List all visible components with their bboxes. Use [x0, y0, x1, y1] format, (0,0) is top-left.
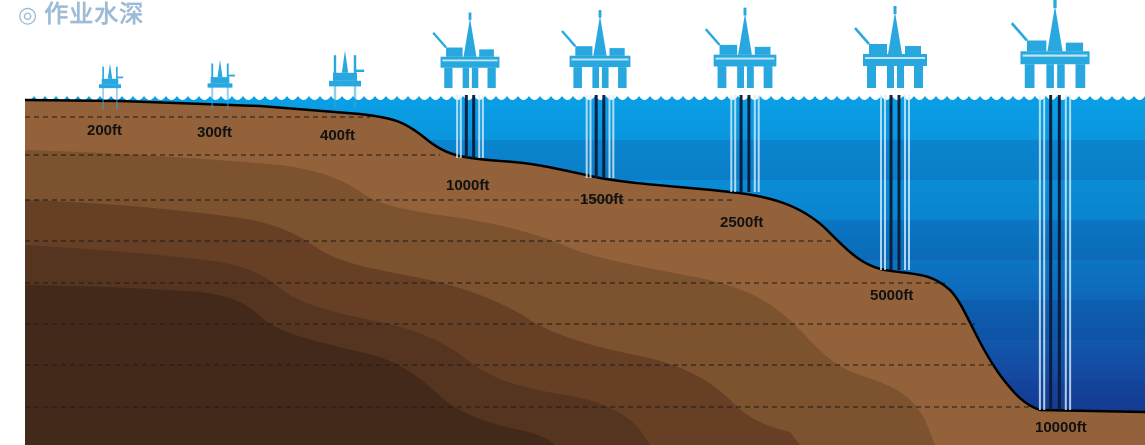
riser-bundle [1038, 95, 1072, 410]
title-text: 作业水深 [44, 0, 145, 28]
semisubmersible-rig-icon [432, 12, 500, 88]
depth-labels: 200ft 300ft 400ft 1000ft 1500ft 2500ft 5000ft 1… [87, 122, 1087, 436]
section-title: ◎ 作业水深 [18, 0, 144, 30]
riser-bundle [730, 95, 760, 192]
riser-bundle [585, 95, 615, 178]
depth-label-200ft: 200ft [87, 122, 122, 139]
bullet-icon: ◎ [18, 3, 39, 28]
seabed-line [24, 98, 1145, 414]
depth-label-5000ft: 5000ft [870, 287, 913, 304]
jackup-rig-icon [99, 63, 124, 110]
semisubmersible-rig-icon [1010, 0, 1090, 88]
depth-label-300ft: 300ft [197, 124, 232, 141]
depth-label-1500ft: 1500ft [580, 191, 623, 208]
depth-label-1000ft: 1000ft [446, 177, 489, 194]
jackup-rig-icon [329, 50, 365, 108]
wave-surface [23, 88, 1145, 100]
semisubmersible-rig-icon [854, 6, 927, 88]
riser-bundle [880, 95, 910, 270]
semisubmersible-rig-icon [704, 7, 777, 88]
rigs [99, 0, 1090, 110]
jackup-rig-icon [207, 59, 235, 110]
depth-label-2500ft: 2500ft [720, 214, 763, 231]
riser-bundle [456, 95, 484, 158]
riser-pipes [456, 95, 1072, 410]
depth-label-400ft: 400ft [320, 127, 355, 144]
depth-label-10000ft: 10000ft [1035, 419, 1087, 436]
depth-guide-lines [25, 116, 1030, 408]
semisubmersible-rig-icon [561, 10, 631, 88]
left-margin [0, 95, 25, 445]
